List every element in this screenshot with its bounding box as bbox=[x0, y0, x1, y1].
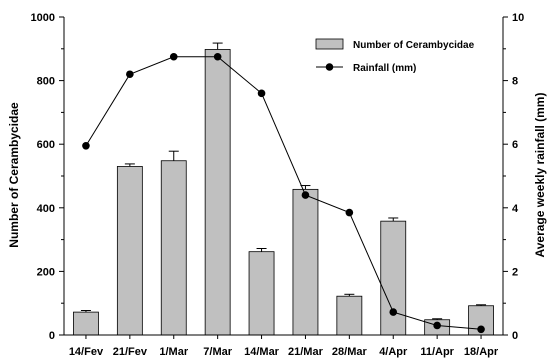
bar-series bbox=[73, 49, 494, 336]
left-axis-title: Number of Cerambycidae bbox=[7, 102, 21, 248]
x-tick-label: 1/Mar bbox=[159, 346, 188, 358]
x-tick-label: 21/Mar bbox=[288, 346, 324, 358]
rainfall-line bbox=[85, 56, 482, 330]
right-tick-label: 2 bbox=[512, 266, 518, 278]
bar bbox=[160, 160, 187, 336]
rainfall-point bbox=[169, 52, 178, 61]
right-tick-label: 10 bbox=[512, 12, 524, 24]
rainfall-point bbox=[82, 141, 90, 150]
rainfall-point bbox=[433, 321, 441, 330]
bar bbox=[292, 188, 319, 336]
left-tick-label: 0 bbox=[49, 330, 55, 342]
rainfall-point bbox=[257, 89, 266, 98]
x-tick-label: 11/Apr bbox=[420, 346, 454, 358]
rainfall-point bbox=[389, 308, 398, 316]
bar bbox=[116, 166, 143, 336]
rainfall-line-series bbox=[82, 52, 485, 334]
right-tick-label: 8 bbox=[512, 76, 518, 88]
x-tick-label: 14/Fev bbox=[69, 346, 104, 358]
left-tick-label: 600 bbox=[37, 139, 55, 151]
x-tick-label: 14/Mar bbox=[244, 346, 280, 358]
bar bbox=[73, 311, 99, 336]
rainfall-point bbox=[301, 191, 310, 199]
bar bbox=[248, 251, 275, 336]
error-bars bbox=[80, 42, 487, 320]
legend-label-cerambycidae: Number of Cerambycidae bbox=[353, 40, 475, 51]
legend-bar-swatch bbox=[315, 38, 344, 50]
legend: Number of Cerambycidae Rainfall (mm) bbox=[315, 38, 475, 74]
legend-marker-swatch bbox=[325, 63, 334, 71]
x-tick-label: 7/Mar bbox=[203, 346, 232, 358]
left-tick-label: 1000 bbox=[31, 12, 55, 24]
x-tick-label: 18/Apr bbox=[464, 346, 499, 358]
right-axis-title: Average weekly rainfall (mm) bbox=[533, 93, 547, 258]
right-tick-label: 6 bbox=[512, 139, 518, 151]
rainfall-point bbox=[345, 208, 354, 217]
left-tick-label: 200 bbox=[37, 266, 55, 278]
rainfall-point bbox=[126, 70, 134, 79]
bar bbox=[204, 49, 231, 336]
right-tick-label: 4 bbox=[512, 203, 519, 215]
left-y-axis: 0 200 400 600 800 1000 bbox=[31, 12, 65, 342]
left-tick-label: 800 bbox=[37, 76, 55, 88]
x-axis: 14/Fev 21/Fev 1/Mar 7/Mar 14/Mar 21/Mar 28/Mar… bbox=[64, 334, 503, 358]
x-tick-label: 4/Apr bbox=[379, 346, 408, 358]
x-tick-label: 21/Fev bbox=[113, 346, 148, 358]
x-tick-label: 28/Mar bbox=[332, 346, 368, 358]
legend-label-rainfall: Rainfall (mm) bbox=[353, 63, 416, 74]
right-tick-label: 0 bbox=[512, 330, 518, 342]
rainfall-point bbox=[477, 325, 485, 334]
right-y-axis: 0 2 4 6 8 10 bbox=[502, 12, 524, 342]
left-tick-label: 400 bbox=[37, 203, 55, 215]
bar bbox=[380, 220, 407, 336]
rainfall-point bbox=[213, 52, 222, 61]
bar bbox=[336, 295, 363, 336]
